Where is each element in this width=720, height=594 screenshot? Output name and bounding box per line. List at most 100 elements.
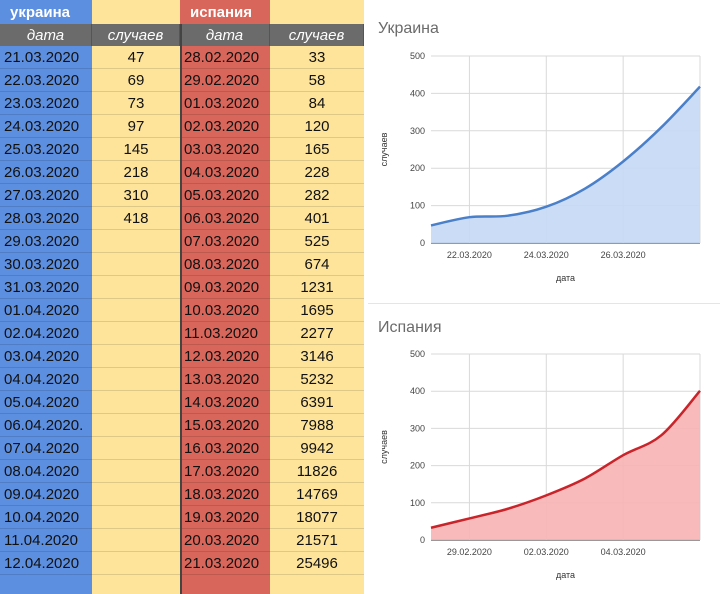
x-tick-label: 04.03.2020: [601, 547, 646, 557]
y-tick-label: 200: [410, 163, 425, 173]
x-tick-label: 22.03.2020: [447, 250, 492, 260]
row-divider: [0, 505, 364, 506]
row-divider: [0, 344, 364, 345]
table-cell-cases: 33: [308, 49, 326, 66]
column-separator: [180, 24, 182, 594]
row-divider: [0, 367, 364, 368]
row-divider: [0, 436, 364, 437]
row-divider: [0, 114, 364, 115]
column-header: дата: [0, 24, 92, 46]
row-divider: [0, 183, 364, 184]
table-cell-date: 09.03.2020: [184, 279, 260, 296]
row-divider: [0, 275, 364, 276]
table-cell-date: 17.03.2020: [184, 463, 260, 480]
table-cell-cases: [92, 483, 180, 506]
chart-spain: 0 100 200 300 400 500 29.02.2020 02.03.2020 04.0…: [379, 349, 701, 580]
table-cell-cases: 165: [304, 141, 330, 158]
table-cell-date: 04.03.2020: [184, 164, 260, 181]
table-cell-cases: [92, 368, 180, 391]
table-cell-date: 10.03.2020: [184, 302, 260, 319]
table-cell-cases: 5232: [300, 371, 334, 388]
table-cell-cases: 218: [123, 164, 149, 181]
row-divider: [0, 229, 364, 230]
table-cell-cases: [92, 299, 180, 322]
table-cell-date: 07.04.2020: [4, 440, 80, 457]
row-divider: [0, 390, 364, 391]
table-cell-cases: 18077: [296, 509, 338, 526]
y-tick-label: 400: [410, 88, 425, 98]
table-cell-cases: 401: [304, 210, 330, 227]
table-cell-date: 06.03.2020: [184, 210, 260, 227]
table-cell-date: 04.04.2020: [4, 371, 80, 388]
x-tick-label: 26.03.2020: [601, 250, 646, 260]
series-line: [430, 390, 701, 529]
series-line: [430, 85, 701, 227]
table-cell-cases: 97: [127, 118, 145, 135]
table-cell-cases: 21571: [296, 532, 338, 549]
y-tick-label: 500: [410, 51, 425, 61]
table-cell-cases: 1231: [300, 279, 334, 296]
table-cell-cases: [92, 552, 180, 575]
y-tick-label: 500: [410, 349, 425, 359]
table-cell-date: 06.04.2020.: [4, 417, 84, 434]
table-cell-date: 29.03.2020: [4, 233, 80, 250]
table-cell-cases: 310: [123, 187, 149, 204]
table-cell-date: 22.03.2020: [4, 72, 80, 89]
row-divider: [0, 551, 364, 552]
table-cell-cases: 145: [123, 141, 149, 158]
chart-title-spain: Испания: [378, 319, 442, 336]
row-divider: [0, 252, 364, 253]
table-cell-date: 31.03.2020: [4, 279, 80, 296]
table-cell-date: 16.03.2020: [184, 440, 260, 457]
series-area: [431, 390, 700, 540]
table-cell-date: 23.03.2020: [4, 95, 80, 112]
table-cell-date: 02.03.2020: [184, 118, 260, 135]
y-tick-label: 100: [410, 201, 425, 211]
row-divider: [0, 413, 364, 414]
table-cell-cases: [92, 276, 180, 299]
table-cell-date: 03.03.2020: [184, 141, 260, 158]
y-axis-label: случаев: [379, 132, 389, 166]
table-cell-date: 09.04.2020: [4, 486, 80, 503]
row-divider: [0, 298, 364, 299]
row-divider: [0, 482, 364, 483]
chart-title-ukraine: Украина: [378, 20, 439, 37]
table-cell-date: 13.03.2020: [184, 371, 260, 388]
table-cell-date: 08.04.2020: [4, 463, 80, 480]
row-divider: [0, 528, 364, 529]
table-column-bg: [0, 0, 92, 594]
row-divider: [0, 91, 364, 92]
table-cell-date: 05.04.2020: [4, 394, 80, 411]
table-cell-date: 14.03.2020: [184, 394, 260, 411]
table-cell-cases: 84: [308, 95, 326, 112]
table-cell-date: 21.03.2020: [4, 49, 80, 66]
table-column-bg: [92, 0, 180, 594]
table-column-bg: [180, 0, 270, 594]
x-axis-label: дата: [556, 273, 575, 283]
table-cell-date: 08.03.2020: [184, 256, 260, 273]
table-cell-date: 15.03.2020: [184, 417, 260, 434]
table-cell-date: 18.03.2020: [184, 486, 260, 503]
chart-ukraine: 0 100 200 300 400 500 22.03.2020 24.03.2020 26.0…: [379, 51, 701, 283]
y-tick-label: 300: [410, 423, 425, 433]
y-tick-label: 400: [410, 386, 425, 396]
table-cell-date: 19.03.2020: [184, 509, 260, 526]
table-cell-cases: [92, 414, 180, 437]
table-cell-date: 12.03.2020: [184, 348, 260, 365]
table-cell-cases: 58: [308, 72, 326, 89]
spain-header: испания: [180, 0, 270, 24]
table-cell-cases: [92, 345, 180, 368]
table-cell-date: 20.03.2020: [184, 532, 260, 549]
row-divider: [0, 137, 364, 138]
table-cell-cases: 11826: [296, 463, 338, 480]
table-cell-date: 01.04.2020: [4, 302, 80, 319]
table-cell-cases: 674: [304, 256, 330, 273]
x-tick-label: 24.03.2020: [524, 250, 569, 260]
table-cell-date: 05.03.2020: [184, 187, 260, 204]
table-cell-cases: 69: [127, 72, 145, 89]
table-cell-cases: [92, 437, 180, 460]
table-cell-cases: 2277: [300, 325, 334, 342]
table-cell-cases: 525: [304, 233, 330, 250]
table-cell-date: 12.04.2020: [4, 555, 80, 572]
table-cell-date: 03.04.2020: [4, 348, 80, 365]
